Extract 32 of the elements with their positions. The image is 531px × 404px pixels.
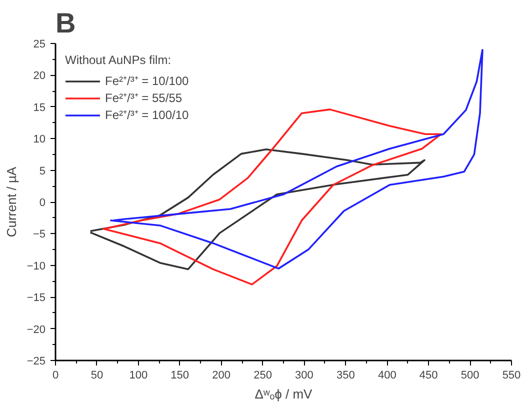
legend-title: Without AuNPs film: <box>65 53 172 67</box>
line-series <box>102 108 442 286</box>
y-tick-label: 15 <box>33 102 46 114</box>
y-axis-title: Current / µA <box>4 166 19 238</box>
y-tick-label: −5 <box>32 228 46 241</box>
legend-label: Fe²⁺/³⁺ = 10/100 <box>105 73 189 89</box>
line-series <box>89 148 426 270</box>
y-tick-label: −25 <box>26 356 46 368</box>
x-tick-label: 350 <box>336 370 355 382</box>
legend-label: Fe²⁺/³⁺ = 55/55 <box>105 90 182 106</box>
x-tick-label: 200 <box>212 370 230 382</box>
x-tick-label: 0 <box>52 370 59 382</box>
x-tick-label: 250 <box>254 370 272 382</box>
y-tick-label: 5 <box>39 165 46 178</box>
y-tick-label: −15 <box>26 292 46 304</box>
y-tick-label: 10 <box>33 134 46 146</box>
x-tick-label: 400 <box>378 370 396 382</box>
y-tick-label: 25 <box>33 38 46 50</box>
x-tick-label: 300 <box>295 370 314 382</box>
chart-title: B <box>56 8 76 38</box>
x-tick-label: 450 <box>419 370 438 382</box>
x-axis-title: Δʷₒϕ / mV <box>254 386 313 402</box>
x-tick-label: 50 <box>90 370 104 382</box>
y-tick-label: 20 <box>33 70 46 82</box>
x-tick-label: 100 <box>129 370 148 382</box>
x-tick-label: 550 <box>502 370 521 382</box>
y-tick-label: −10 <box>26 260 46 272</box>
x-tick-label: 150 <box>170 370 190 382</box>
y-tick-label: 0 <box>39 197 46 209</box>
y-tick-label: −20 <box>26 324 46 336</box>
legend-label: Fe²⁺/³⁺ = 100/10 <box>105 107 189 123</box>
x-tick-label: 500 <box>460 370 480 382</box>
